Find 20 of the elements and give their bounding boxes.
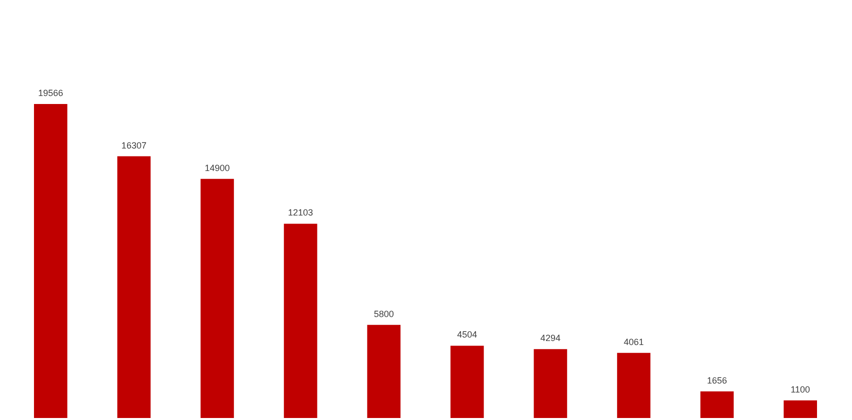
- data-label: 1656: [707, 375, 728, 386]
- bar: [200, 178, 234, 418]
- data-label: 4294: [540, 333, 560, 344]
- bar: [534, 349, 568, 418]
- bar: [784, 400, 818, 418]
- bar: [617, 352, 650, 418]
- data-label: 1100: [790, 384, 810, 394]
- data-label: 14900: [204, 162, 230, 173]
- data-label: 5800: [374, 308, 394, 319]
- data-label: 19566: [38, 88, 64, 98]
- bar: [450, 346, 484, 418]
- data-label: 12103: [288, 208, 314, 218]
- bar: [34, 104, 68, 418]
- data-label: 4061: [624, 336, 644, 347]
- bar: [367, 324, 401, 418]
- bar: [700, 391, 734, 418]
- data-label: 16307: [121, 140, 146, 150]
- data-label: 4504: [457, 330, 478, 340]
- bar: [284, 224, 318, 418]
- bar: [117, 156, 151, 418]
